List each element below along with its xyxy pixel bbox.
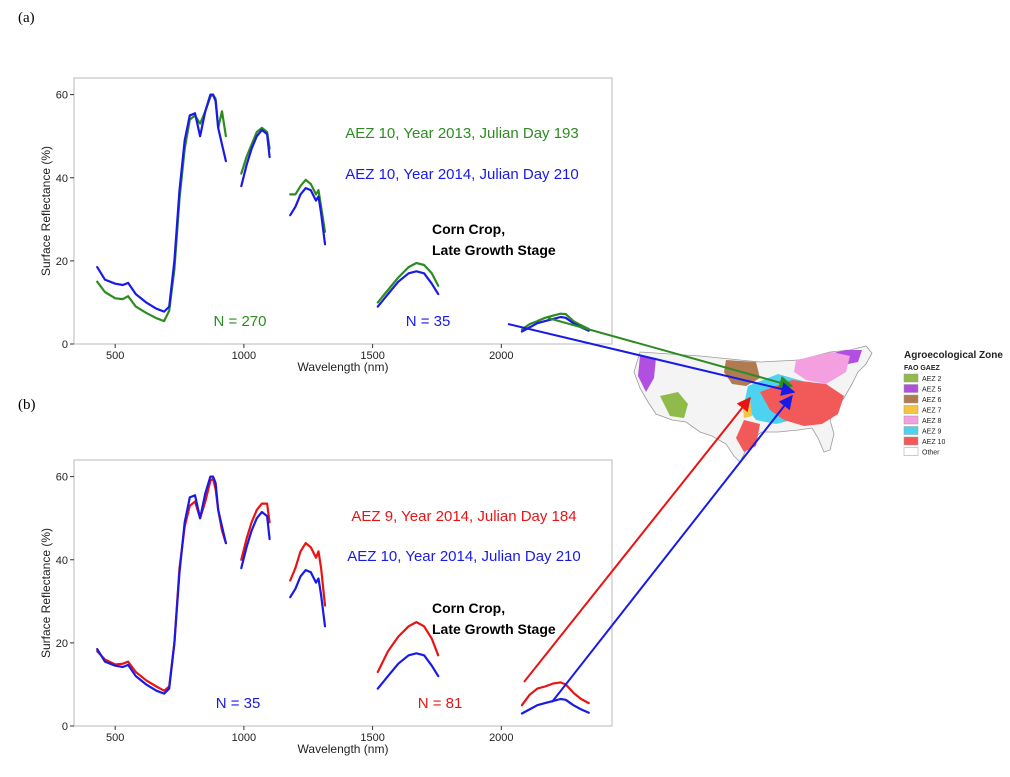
- panel-label-b: (b): [18, 397, 36, 413]
- chart-b-x-axis-title: Wavelength (nm): [298, 742, 389, 756]
- chart-b-y-tick-label-3: 60: [56, 472, 68, 484]
- map-legend-label-7: Other: [922, 450, 940, 457]
- panel-label-a: (a): [18, 10, 35, 26]
- connector-arrows: [507, 317, 796, 703]
- chart-a-series-1-segment-3: [376, 270, 440, 308]
- chart-b-x-tick-label-0: 500: [106, 732, 124, 744]
- map-legend-swatch-5: [903, 426, 919, 435]
- chart-b-legend-entry-1: AEZ 9, Year 2014, Julian Day 184: [351, 508, 576, 525]
- map-legend-label-0: AEZ 2: [922, 376, 942, 383]
- chart-a-y-tick-label-0: 0: [62, 339, 68, 351]
- chart-a-x-tick-label-1: 1000: [232, 350, 256, 362]
- chart-a-series-1-segment-1: [240, 128, 271, 188]
- chart-a-series-0-segment-1: [240, 126, 271, 175]
- chart-a-annotation-line-1: Corn Crop,: [432, 221, 505, 237]
- map-legend-swatch-7: [903, 447, 919, 456]
- map-legend-label-3: AEZ 7: [922, 408, 942, 415]
- chart-b-x-tick-label-3: 2000: [489, 732, 513, 744]
- chart-a-x-tick-label-2: 1500: [360, 350, 384, 362]
- chart-b-x-tick-label-2: 1500: [360, 732, 384, 744]
- arrow-blue-a-to-map: [507, 323, 796, 396]
- chart-b-n-label-2: N = 81: [418, 695, 463, 712]
- chart-a-n-label-2: N = 35: [406, 313, 451, 330]
- chart-a-annotation-line-2: Late Growth Stage: [432, 242, 556, 258]
- chart-b-series-0-segment-3: [376, 621, 440, 674]
- chart-a-frame: [73, 77, 613, 345]
- map-legend-subtitle: FAO GAEZ: [904, 365, 941, 372]
- chart-a-y-tick-label-1: 20: [56, 256, 68, 268]
- chart-b-series: [96, 475, 590, 715]
- chart-b-series-0-segment-2: [289, 542, 327, 607]
- chart-a-series-0-segment-4: [520, 312, 590, 331]
- chart-a-series-0-segment-3: [376, 261, 440, 304]
- chart-b-legend-entry-2: AEZ 10, Year 2014, Julian Day 210: [347, 548, 581, 565]
- chart-b-series-0-segment-1: [240, 502, 271, 561]
- chart-a-x-axis-title: Wavelength (nm): [298, 360, 389, 374]
- chart-b-axes: 0 20 40 60 500 1000 1500 2000 Wavelength (nm) Sur…: [39, 472, 514, 756]
- chart-b-series-1-segment-1: [240, 510, 271, 570]
- aez-8-region: [794, 352, 850, 384]
- chart-b: 0 20 40 60 500 1000 1500 2000 Wavelength (nm) Sur…: [39, 459, 613, 756]
- chart-b-series-1-segment-0: [96, 475, 227, 695]
- chart-a-series-1-segment-2: [289, 187, 327, 246]
- chart-b-n-label-1: N = 35: [216, 695, 261, 712]
- chart-b-x-tick-label-1: 1000: [232, 732, 256, 744]
- aez-2-region: [660, 392, 688, 418]
- map-legend-label-2: AEZ 6: [922, 397, 942, 404]
- chart-a-x-tick-label-0: 500: [106, 350, 124, 362]
- chart-a-axes: 0 20 40 60 500 1000 1500 2000 Wavelength (nm) Sur…: [39, 90, 514, 374]
- chart-a-series: [96, 93, 590, 333]
- chart-b-series-1-segment-2: [289, 569, 327, 628]
- map-legend-swatch-0: [903, 373, 919, 383]
- map-legend-title: Agroecological Zone: [904, 350, 1003, 361]
- chart-a: 0 20 40 60 500 1000 1500 2000 Wavelength (nm) Sur…: [39, 77, 613, 374]
- map-legend-swatch-4: [903, 415, 919, 425]
- map-legend-label-4: AEZ 8: [922, 418, 942, 425]
- chart-b-series-0-segment-4: [520, 681, 590, 707]
- map-legend-label-1: AEZ 5: [922, 387, 942, 394]
- map-legend-swatch-3: [903, 405, 919, 414]
- chart-b-series-1-segment-3: [376, 652, 440, 690]
- map-legend-items: AEZ 2 AEZ 5 AEZ 6 AEZ 7 AEZ 8 AEZ 9 AEZ 10 Othe…: [903, 373, 945, 457]
- map-legend-swatch-2: [903, 394, 919, 404]
- chart-a-legend-entry-1: AEZ 10, Year 2013, Julian Day 193: [345, 125, 579, 142]
- arrow-red-b-to-map: [523, 396, 751, 683]
- chart-a-y-axis-title: Surface Reflectance (%): [39, 146, 53, 276]
- chart-a-series-1-segment-0: [96, 93, 227, 313]
- chart-b-y-tick-label-1: 20: [56, 638, 68, 650]
- arrow-green-a-to-map: [547, 317, 794, 390]
- map-legend-swatch-1: [903, 384, 919, 393]
- chart-a-y-tick-label-3: 60: [56, 90, 68, 102]
- aez-5-region-west: [638, 356, 656, 392]
- chart-b-series-1-segment-4: [520, 697, 590, 715]
- chart-b-annotation-line-1: Corn Crop,: [432, 600, 505, 616]
- map-legend-swatch-6: [903, 436, 919, 446]
- arrow-blue-b-to-map: [551, 394, 793, 703]
- chart-b-y-tick-label-2: 40: [56, 555, 68, 567]
- chart-a-legend-entry-2: AEZ 10, Year 2014, Julian Day 210: [345, 166, 579, 183]
- chart-b-frame: [73, 459, 613, 727]
- map-legend-label-6: AEZ 10: [922, 439, 945, 446]
- map-legend-label-5: AEZ 9: [922, 429, 942, 436]
- chart-b-annotation-line-2: Late Growth Stage: [432, 621, 556, 637]
- chart-a-n-label-1: N = 270: [214, 313, 267, 330]
- chart-a-y-tick-label-2: 40: [56, 173, 68, 185]
- chart-a-x-tick-label-3: 2000: [489, 350, 513, 362]
- chart-b-y-tick-label-0: 0: [62, 721, 68, 733]
- chart-b-y-axis-title: Surface Reflectance (%): [39, 528, 53, 658]
